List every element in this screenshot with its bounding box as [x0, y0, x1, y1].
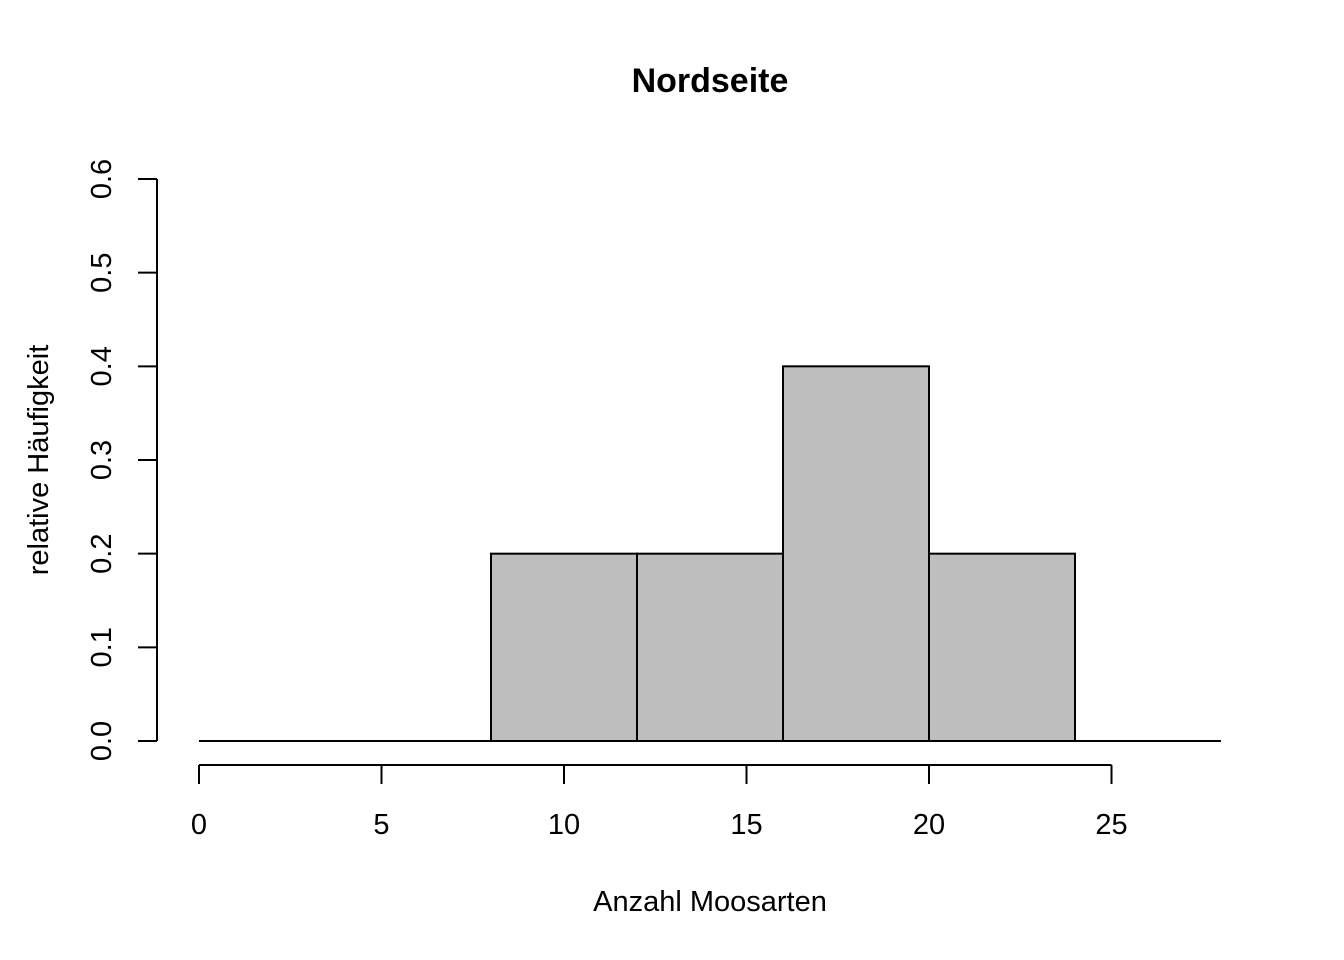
y-tick-label: 0.5: [86, 253, 118, 293]
x-tick-label: 20: [913, 809, 945, 841]
x-tick-label: 25: [1095, 809, 1127, 841]
bars-group: [199, 365, 1221, 743]
y-tick-label: 0.2: [86, 534, 118, 574]
y-tick-label: 0.0: [86, 721, 118, 761]
x-axis: 0 5 10 15 20 25: [191, 764, 1128, 841]
histogram-bar-3: [636, 552, 784, 743]
y-tick-label: 0.3: [86, 440, 118, 480]
histogram-bar-2: [490, 552, 638, 743]
y-tick-label: 0.1: [86, 627, 118, 667]
x-tick-label: 5: [373, 809, 389, 841]
y-axis: 0.0 0.1 0.2 0.3 0.4 0.5 0.6: [86, 159, 158, 761]
x-tick-label: 10: [548, 809, 580, 841]
x-tick-label: 15: [730, 809, 762, 841]
histogram-bar-4: [782, 365, 930, 742]
y-tick-label: 0.4: [86, 346, 118, 386]
y-tick-label: 0.6: [86, 159, 118, 199]
y-axis-label: relative Häufigkeit: [23, 345, 55, 576]
x-axis-label: Anzahl Moosarten: [593, 886, 827, 918]
x-tick-label: 0: [191, 809, 207, 841]
histogram-bar-5: [928, 552, 1076, 743]
chart-title: Nordseite: [632, 62, 789, 100]
